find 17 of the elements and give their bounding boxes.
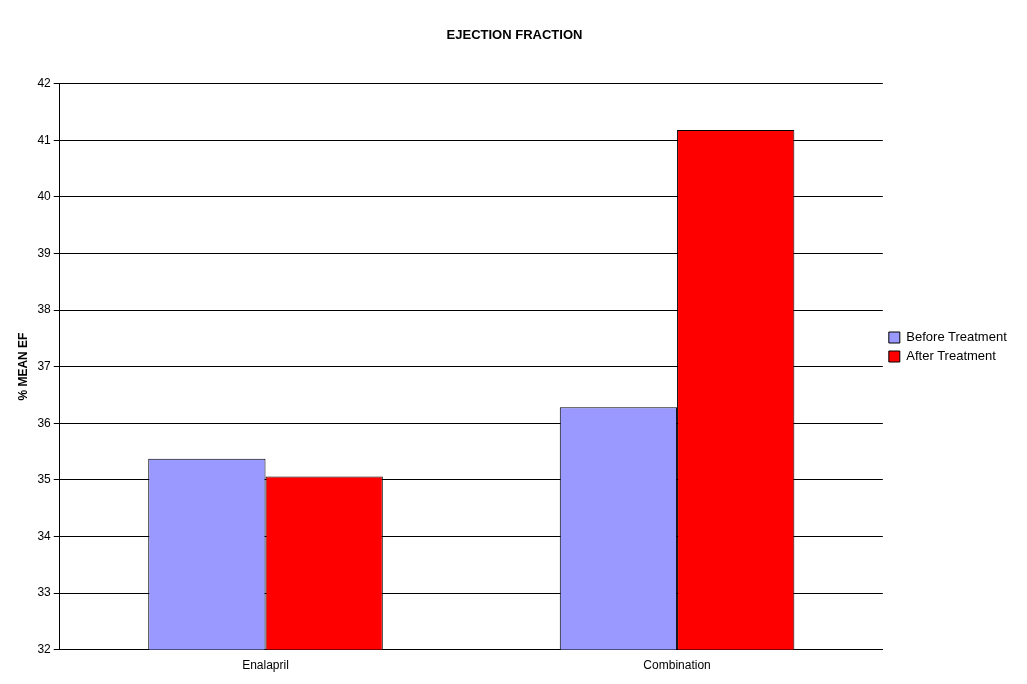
legend-label: After Treatment [906,348,997,364]
x-tick-label: Enalapril [242,658,289,673]
y-axis-title: % MEAN EF [15,332,30,401]
y-tick-label: 40 [37,189,52,204]
y-tick-label: 33 [37,585,52,600]
y-tick-label: 32 [37,641,52,656]
y-tick-label: 34 [37,528,52,543]
y-tick-label: 39 [37,245,52,260]
x-tick-label: Combination [643,658,711,673]
y-tick-label: 35 [37,472,52,487]
y-tick-label: 37 [37,358,52,373]
y-tick-label: 36 [37,415,52,430]
y-tick-label: 42 [37,75,52,90]
y-tick-label: 41 [37,132,52,147]
y-tick-label: 38 [37,302,52,317]
legend-label: Before Treatment [906,329,1008,345]
chart-title: EJECTION FRACTION [446,27,583,43]
